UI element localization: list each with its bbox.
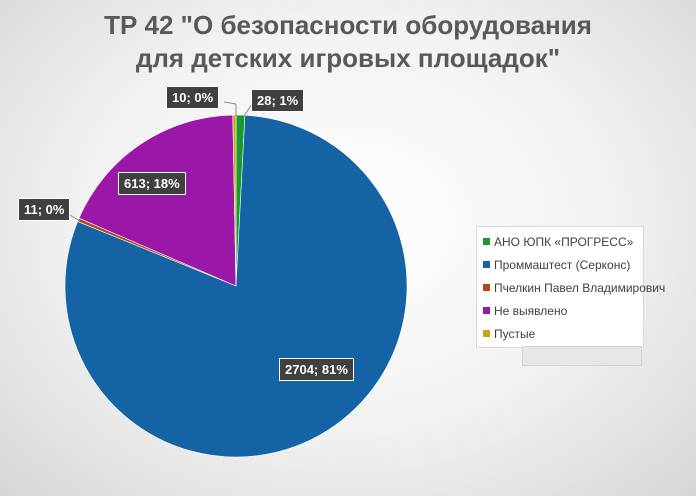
legend-ghost-box — [522, 346, 642, 366]
data-label-pchelkin: 11; 0% — [18, 198, 71, 221]
legend-item-prommashtest: Проммаштест (Серконс) — [483, 258, 630, 272]
data-label-pustye: 10; 0% — [166, 86, 220, 109]
chart-title-line-2: для детских игровых площадок" — [135, 43, 561, 73]
data-label-progress: 28; 1% — [251, 89, 305, 112]
legend: АНО ЮПК «ПРОГРЕСС» Проммаштест (Серконс)… — [476, 226, 665, 348]
legend-swatch — [483, 238, 490, 246]
legend-item-pustye: Пустые — [483, 327, 535, 341]
legend-label: Проммаштест (Серконс) — [494, 258, 631, 272]
data-label-ne-vyyavleno: 613; 18% — [118, 172, 186, 195]
legend-label: Пустые — [494, 327, 536, 341]
legend-label: Не выявлено — [494, 304, 568, 318]
chart-title-line-1: ТР 42 "О безопасности оборудования — [104, 10, 592, 40]
legend-swatch — [483, 284, 490, 292]
leader-line-progress — [243, 103, 253, 117]
legend-swatch — [483, 330, 490, 338]
legend-label: АНО ЮПК «ПРОГРЕСС» — [494, 235, 634, 249]
leader-line-pustye-b — [223, 101, 237, 105]
legend-item-pchelkin: Пчелкин Павел Владимирович — [483, 281, 665, 295]
legend-label: Пчелкин Павел Владимирович — [494, 281, 666, 295]
legend-item-ne-vyyavleno: Не выявлено — [483, 304, 567, 318]
slice-ne-vyyavleno — [78, 114, 237, 287]
legend-item-progress: АНО ЮПК «ПРОГРЕСС» — [483, 235, 633, 249]
legend-swatch — [483, 261, 490, 269]
data-label-prommashtest: 2704; 81% — [279, 358, 354, 381]
legend-swatch — [483, 307, 490, 315]
